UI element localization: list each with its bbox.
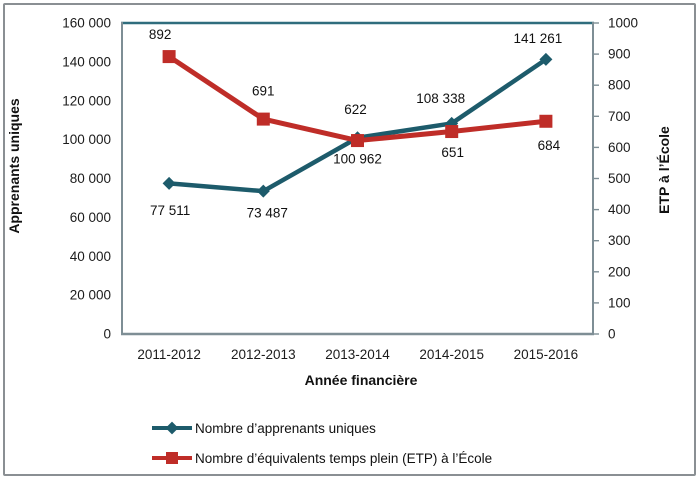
- left-axis-tick-label: 40 000: [70, 249, 111, 264]
- left-axis-tick-label: 160 000: [62, 16, 111, 31]
- right-axis-tick-label: 400: [608, 202, 631, 217]
- legend-line-diamond-icon: [152, 421, 192, 435]
- right-axis-tick-label: 100: [608, 295, 631, 310]
- left-axis-tick-label: 100 000: [62, 132, 111, 147]
- left-axis-tick-label: 80 000: [70, 171, 111, 186]
- legend-item-etp: Nombre d’équivalents temps plein (ETP) à…: [152, 449, 492, 467]
- right-axis-tick-label: 700: [608, 109, 631, 124]
- x-axis-tick-label: 2011-2012: [137, 347, 201, 362]
- data-label: 892: [149, 27, 172, 42]
- left-axis-tick-label: 0: [103, 327, 111, 342]
- left-axis-title: Apprenants uniques: [6, 98, 22, 234]
- legend-item-apprenants: Nombre d’apprenants uniques: [152, 419, 492, 437]
- marker-square: [162, 50, 176, 64]
- data-label: 141 261: [513, 31, 562, 46]
- legend-label: Nombre d’apprenants uniques: [195, 420, 376, 436]
- right-axis-tick-label: 800: [608, 78, 631, 93]
- x-axis-tick-label: 2014-2015: [419, 347, 484, 362]
- legend-label: Nombre d’équivalents temps plein (ETP) à…: [195, 450, 493, 466]
- data-label: 684: [538, 138, 561, 153]
- data-label: 77 511: [150, 203, 190, 218]
- data-label: 108 338: [416, 91, 465, 106]
- data-label: 622: [344, 102, 367, 117]
- marker-diamond: [256, 184, 270, 198]
- left-axis-tick-label: 140 000: [62, 54, 111, 69]
- marker-square: [351, 134, 364, 148]
- left-axis-tick-label: 120 000: [62, 93, 111, 108]
- right-axis-tick-label: 0: [608, 327, 616, 342]
- marker-square: [445, 125, 459, 139]
- right-axis-tick-label: 300: [608, 233, 631, 248]
- right-axis-tick-label: 900: [608, 47, 631, 62]
- left-axis-tick-label: 20 000: [70, 288, 111, 303]
- legend-line-square-icon: [152, 452, 192, 464]
- right-axis-tick-label: 1000: [608, 16, 638, 31]
- right-axis-title: ETP à l’École: [656, 126, 672, 214]
- x-axis-title: Année financière: [304, 372, 418, 388]
- marker-square: [539, 114, 553, 128]
- x-axis-tick-label: 2013-2014: [325, 347, 390, 362]
- right-axis-tick-label: 600: [608, 140, 631, 155]
- x-axis-tick-label: 2012-2013: [231, 347, 296, 362]
- marker-diamond: [539, 52, 553, 66]
- data-label: 100 962: [333, 151, 382, 166]
- data-label: 691: [252, 84, 275, 99]
- legend: Nombre d’apprenants uniques Nombre d’équ…: [152, 419, 492, 467]
- right-axis-tick-label: 200: [608, 264, 631, 279]
- right-axis-tick-label: 500: [608, 171, 631, 186]
- marker-square: [256, 112, 270, 126]
- left-axis-tick-label: 60 000: [70, 210, 111, 225]
- x-axis-tick-label: 2015-2016: [514, 347, 579, 362]
- marker-diamond: [162, 176, 176, 190]
- data-label: 651: [441, 145, 464, 160]
- data-label: 73 487: [247, 206, 288, 221]
